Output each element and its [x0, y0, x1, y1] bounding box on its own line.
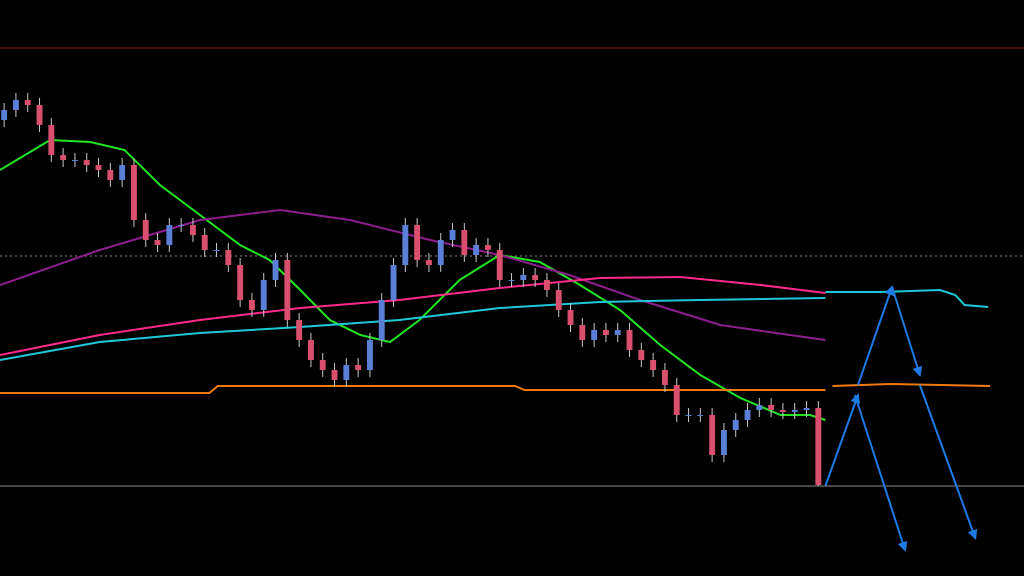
candle-body	[650, 360, 657, 370]
candle-body	[201, 235, 208, 250]
candle-body	[296, 320, 303, 340]
candle-body	[425, 260, 432, 265]
candle-body	[473, 245, 480, 255]
candle-body	[213, 250, 220, 251]
projection-arrow	[918, 384, 978, 540]
candle-body	[390, 265, 397, 300]
candle-body	[60, 155, 67, 160]
candle-body	[331, 370, 338, 380]
candle-body	[779, 410, 786, 412]
candle-body	[319, 360, 326, 370]
projection-arrow	[853, 394, 908, 552]
candle-body	[71, 160, 78, 161]
candle-body	[166, 225, 173, 245]
projection-arrow	[857, 285, 895, 386]
candle-body	[685, 415, 692, 416]
projection-arrow	[824, 393, 860, 487]
candle-body	[355, 365, 362, 370]
candle-body	[225, 250, 232, 265]
candle-body	[378, 300, 385, 340]
candle-body	[697, 415, 704, 416]
candle-body	[567, 310, 574, 325]
candle-body	[602, 330, 609, 335]
indicator-line	[0, 138, 826, 421]
candle-body	[532, 275, 539, 280]
candle-body	[591, 330, 598, 340]
projection-arrow	[891, 286, 923, 377]
candle-body	[520, 275, 527, 280]
candle-body	[95, 165, 102, 170]
candle-body	[579, 325, 586, 340]
candle-body	[284, 260, 291, 320]
candle-body	[661, 370, 668, 385]
candle-body	[484, 245, 491, 250]
candle-body	[1, 110, 8, 120]
candle-body	[178, 225, 185, 226]
candle-body	[638, 350, 645, 360]
candle-body	[83, 160, 90, 165]
candle-body	[437, 240, 444, 265]
indicator-line	[0, 275, 826, 356]
candle-body	[673, 385, 680, 415]
candle-body	[508, 280, 515, 281]
candle-body	[107, 170, 114, 180]
candle-body	[461, 230, 468, 255]
candle-body	[343, 365, 350, 380]
indicator-line	[0, 382, 991, 394]
candle-body	[237, 265, 244, 300]
candle-body	[756, 405, 763, 410]
candle-body	[768, 405, 775, 410]
candle-body	[803, 408, 810, 410]
candle-body	[24, 100, 31, 105]
candle-body	[154, 240, 161, 245]
candle-body	[791, 410, 798, 412]
candle-body	[709, 415, 716, 455]
candle-body	[744, 410, 751, 420]
candle-body	[142, 220, 149, 240]
candle-body	[48, 125, 55, 155]
candle-body	[12, 100, 19, 110]
candle-body	[555, 290, 562, 310]
candle-body	[414, 225, 421, 260]
candle-body	[119, 165, 126, 180]
candle-body	[189, 225, 196, 235]
candle-body	[272, 260, 279, 280]
candle-body	[402, 225, 409, 265]
indicator-line	[0, 288, 989, 361]
candle-body	[720, 430, 727, 455]
candle-body	[366, 340, 373, 370]
candle-body	[543, 280, 550, 290]
candle-body	[130, 165, 137, 220]
candle-body	[732, 420, 739, 430]
candle-body	[36, 105, 43, 125]
candle-body	[496, 250, 503, 280]
candle-body	[307, 340, 314, 360]
candle-body	[614, 330, 621, 335]
candle-body	[449, 230, 456, 240]
candle-body	[248, 300, 255, 310]
candle-body	[815, 408, 822, 485]
candle-body	[260, 280, 267, 310]
candle-body	[626, 330, 633, 350]
